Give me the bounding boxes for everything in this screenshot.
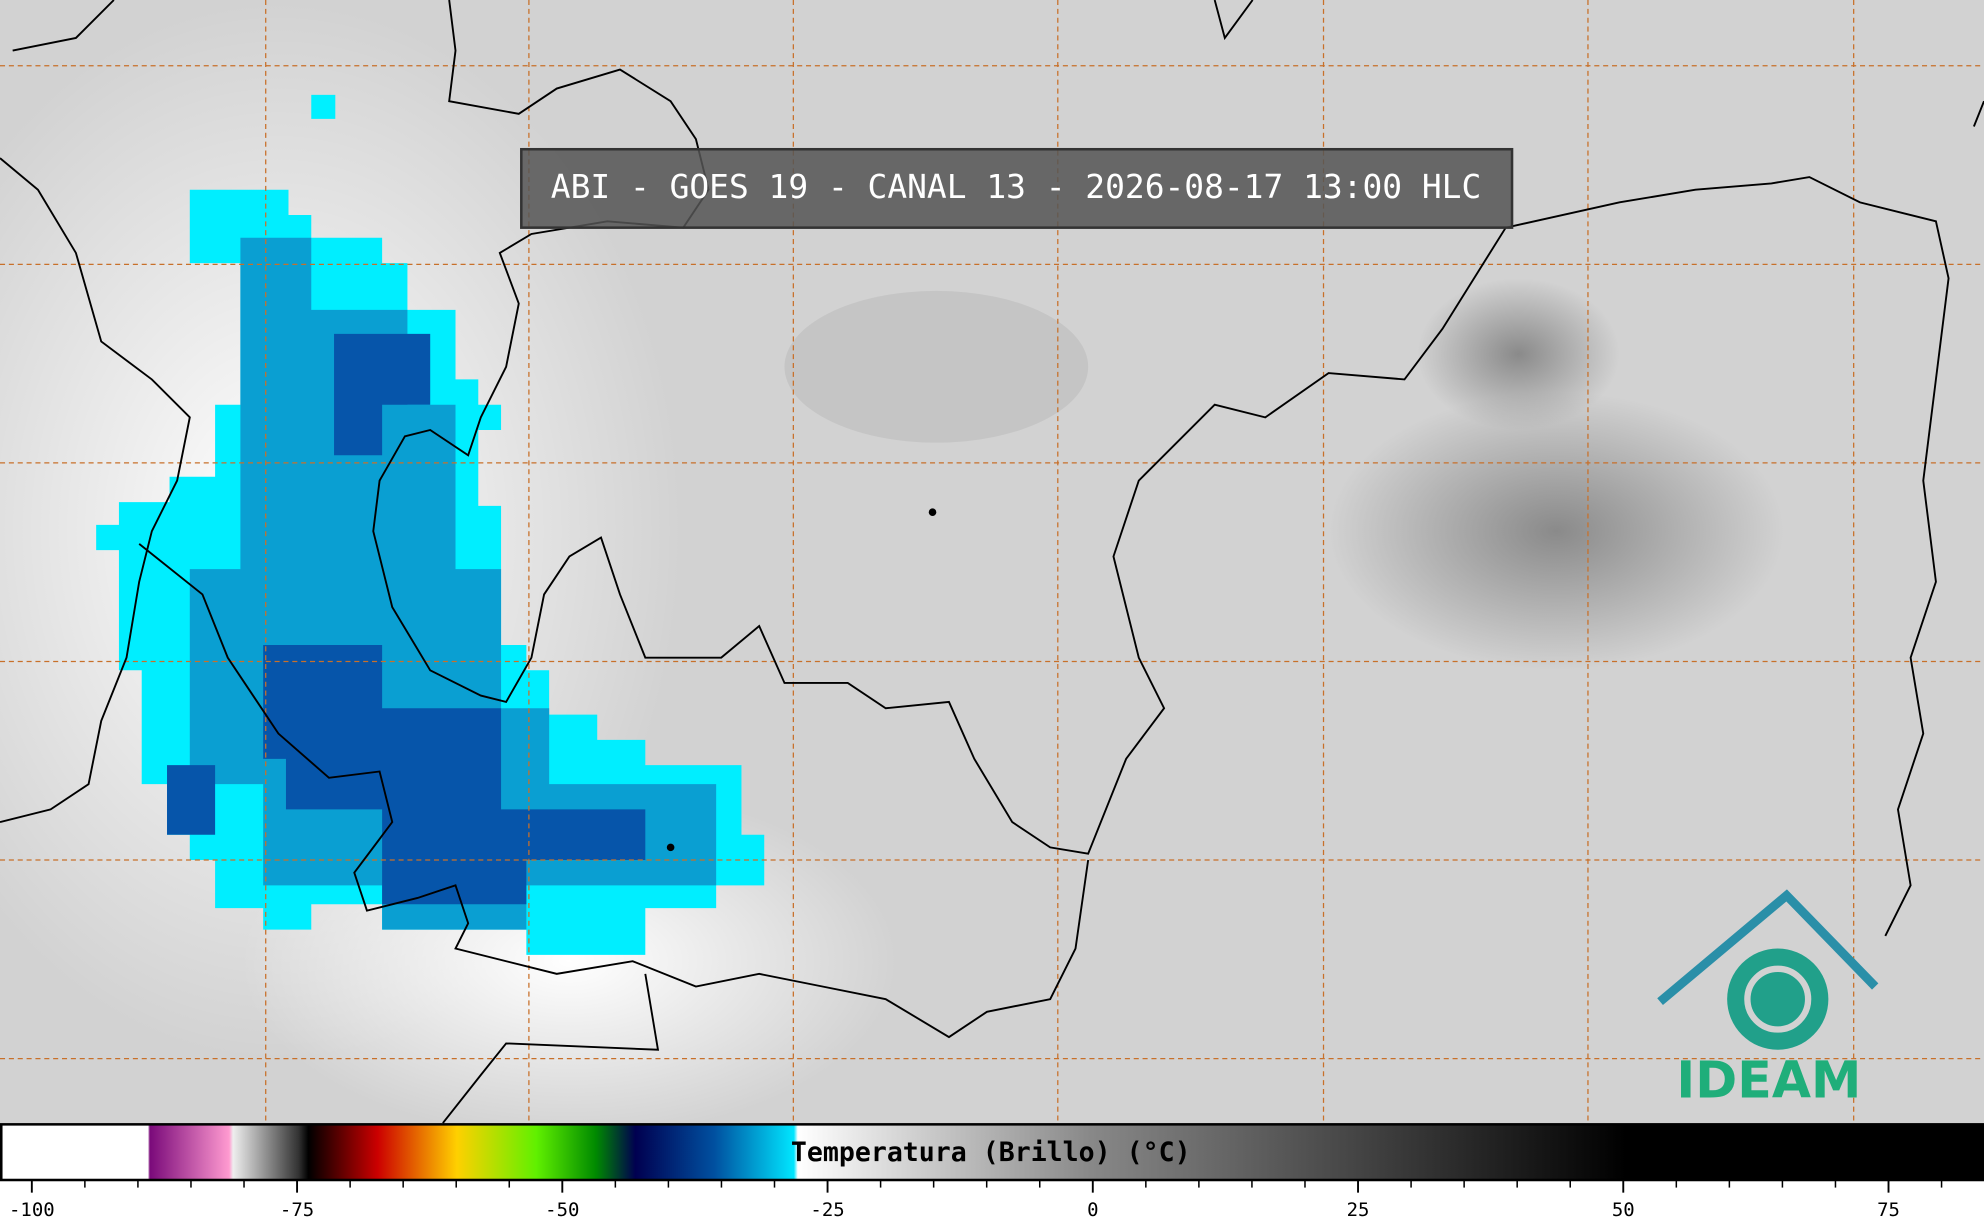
logo-roof (1657, 889, 1879, 1006)
title: ABI - GOES 19 - CANAL 13 - 2026-08-17 13… (551, 167, 1481, 206)
logo: IDEAM (1657, 889, 1879, 1109)
tick-label: -25 (810, 1199, 844, 1221)
tick-label: -50 (545, 1199, 579, 1221)
tick-label: 75 (1877, 1199, 1900, 1221)
logo-swirl (1727, 948, 1829, 1050)
tick-label: 25 (1347, 1199, 1370, 1221)
graticule (0, 0, 1984, 1124)
city-dot (928, 508, 937, 517)
tick-label: -75 (280, 1199, 314, 1221)
colorbar-ramp (0, 1123, 1984, 1182)
city-dot (666, 843, 675, 852)
cold-area (1417, 278, 1620, 431)
cloud-pixel (311, 94, 336, 119)
tick-label: -100 (9, 1199, 55, 1221)
tick-label: 0 (1087, 1199, 1098, 1221)
tick-label: 50 (1612, 1199, 1635, 1221)
colorbar: Temperatura (Brillo) (°C) -100 -75 -50 -25 0… (0, 1123, 1984, 1221)
cold-area (784, 290, 1089, 443)
logo-swirl (1744, 965, 1812, 1033)
logo-text: IDEAM (1676, 1050, 1861, 1109)
borders (0, 0, 1984, 1124)
cold-area (1328, 392, 1785, 671)
colorbar-label: Temperatura (Brillo) (°C) (791, 1137, 1191, 1168)
title-box (520, 147, 1514, 229)
coldest-cloud (167, 333, 646, 905)
